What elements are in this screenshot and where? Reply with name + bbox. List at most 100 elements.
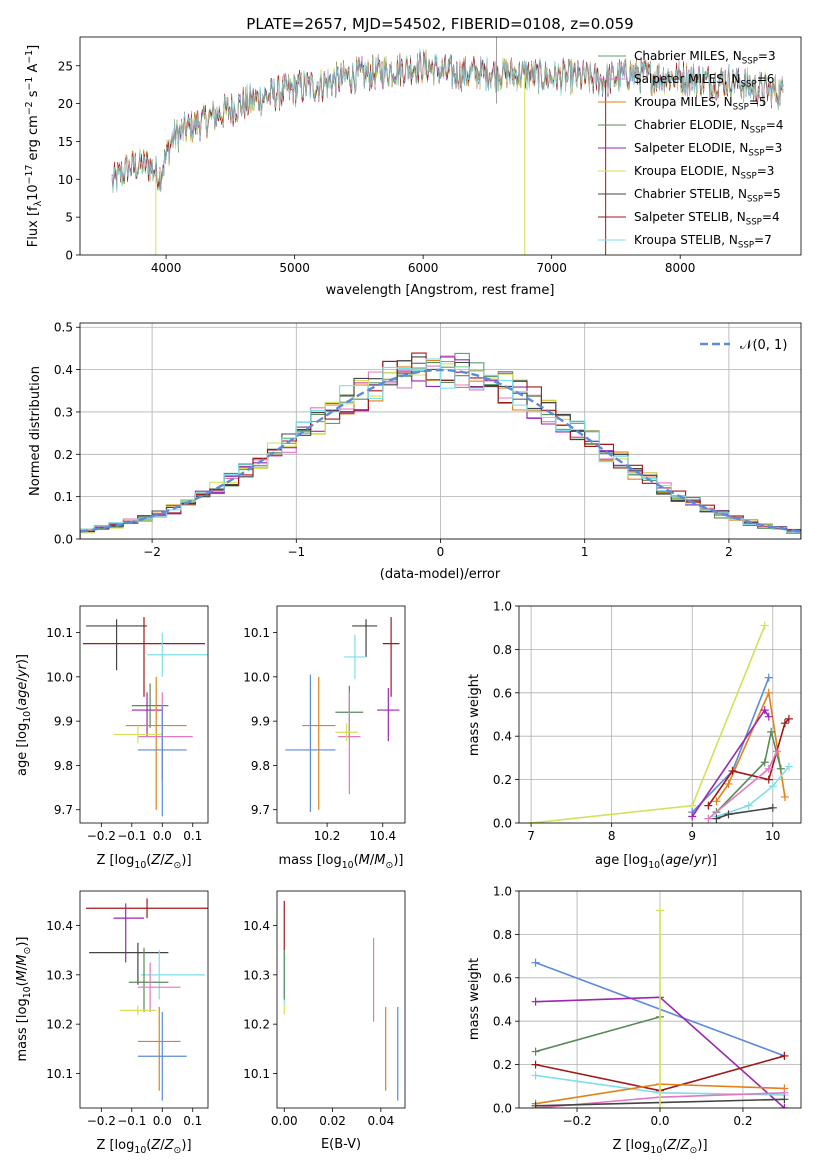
weight-marker [712, 814, 721, 823]
y-axis-label: age [log10(age/yr)] [15, 654, 33, 776]
y-tick-label: 9.7 [54, 803, 73, 817]
y-tick-label: 10.1 [46, 1067, 73, 1081]
y-tick-label: 10.2 [243, 1018, 270, 1032]
panel-mass_vs_EBV: 0.00 0.02 0.04 10.1 10.2 10.3 10.4 E(B-V) [243, 890, 406, 1152]
weight-marker [768, 782, 777, 791]
weight-marker [776, 764, 785, 773]
y-axis-label: mass weight [467, 958, 482, 1040]
x-tick-label: 0.0 [650, 1114, 669, 1128]
axes-frame [79, 890, 209, 1109]
y-tick-label: 0.2 [493, 1058, 512, 1072]
x-axis-label: E(B-V) [321, 1137, 361, 1152]
y-tick-label: 10.1 [243, 626, 270, 640]
weight-marker [764, 775, 773, 784]
axes-frame [518, 605, 802, 824]
axes-frame [276, 605, 406, 824]
x-tick-label: 10.4 [369, 829, 396, 843]
plot-area [111, 37, 784, 255]
y-tick-label: 0.0 [54, 533, 73, 547]
weight-marker [688, 812, 697, 821]
x-tick-label: −2 [143, 545, 161, 559]
legend-label: Chabrier MILES, NSSP=3 [634, 49, 776, 67]
y-tick-label: 0.6 [493, 971, 512, 985]
weight-marker [780, 1051, 789, 1060]
plots-layer: 4000 5000 6000 7000 80000510152025wavelength… [15, 36, 802, 1156]
y-tick-label: 0.4 [493, 730, 512, 744]
legend-label: Kroupa ELODIE, NSSP=3 [634, 164, 774, 182]
y-tick-label: 9.9 [54, 715, 73, 729]
plot-area [86, 898, 208, 1101]
y-tick-label: 1.0 [493, 600, 512, 614]
legend-label: Salpeter ELODIE, NSSP=3 [634, 141, 782, 159]
legend-label: Kroupa MILES, NSSP=5 [634, 95, 767, 113]
y-tick-label: 10.4 [243, 919, 270, 933]
weight-marker [784, 762, 793, 771]
y-tick-label: 9.8 [54, 759, 73, 773]
weight-marker [531, 997, 540, 1006]
y-tick-label: 0.8 [493, 928, 512, 942]
x-axis-label: mass [log10(M/M⊙)] [279, 853, 404, 871]
axes-frame [276, 890, 406, 1109]
x-axis-label: Z [log10(Z/Z⊙)] [96, 853, 191, 871]
figure-title: PLATE=2657, MJD=54502, FIBERID=0108, z=0… [246, 15, 633, 33]
weight-marker [656, 1104, 664, 1108]
x-axis-label: Z [log10(Z/Z⊙)] [612, 1138, 707, 1156]
panel-residuals: −2 −1 0 1 2 0.0 0.1 0.2 0.3 0.4 0.5 (data-model)/er… [28, 321, 802, 582]
weight-line [715, 731, 782, 813]
x-tick-label: 10 [765, 829, 780, 843]
weight-marker [767, 727, 776, 736]
y-tick-label: 10.1 [46, 626, 73, 640]
panel-age_vs_Z: −0.2 −0.1 0.0 0.1 9.7 9.8 9.9 10.0 10.1 Z [log10(… [15, 605, 209, 871]
weight-marker [531, 1071, 540, 1080]
weight-marker [704, 814, 713, 823]
weight-marker [724, 779, 733, 788]
histogram-step [80, 358, 801, 539]
x-tick-label: 0.04 [367, 1114, 394, 1128]
y-axis-label: mass weight [467, 674, 482, 756]
x-axis-label: wavelength [Angstrom, rest frame] [326, 283, 555, 298]
x-tick-label: 7 [527, 829, 535, 843]
x-tick-label: 0 [437, 545, 445, 559]
weight-marker [772, 747, 781, 756]
plot-area [527, 621, 793, 823]
plot-area [285, 617, 400, 812]
y-tick-label: 0.3 [54, 405, 73, 419]
spectrum-line [111, 48, 784, 193]
y-tick-label: 10.3 [243, 968, 270, 982]
panel-mass_weight_vs_Z: −0.2 0.0 0.2 0.0 0.2 0.4 0.6 0.8 1.0 Z [log10(Z/Z… [467, 885, 802, 1156]
gaussian-curve [80, 368, 801, 533]
y-tick-label: 10.2 [46, 1018, 73, 1032]
weight-marker [780, 1104, 789, 1108]
weight-marker [656, 906, 664, 915]
y-tick-label: 9.9 [251, 715, 270, 729]
y-tick-label: 0.1 [54, 490, 73, 504]
y-tick-label: 1.0 [493, 885, 512, 899]
x-tick-label: 0.2 [733, 1114, 752, 1128]
x-tick-label: 8000 [665, 261, 696, 275]
weight-line [535, 1016, 661, 1053]
x-tick-label: 5000 [279, 261, 310, 275]
y-tick-label: 0.0 [493, 1102, 512, 1116]
plot-area [283, 900, 399, 1101]
plot-area [83, 617, 208, 817]
weight-marker [744, 801, 753, 810]
weight-line [716, 766, 790, 818]
y-tick-label: 0.5 [54, 321, 73, 335]
x-axis-label: (data-model)/error [380, 567, 501, 582]
x-tick-label: 10.2 [314, 829, 341, 843]
weight-line [691, 677, 770, 813]
legend-label: 𝒩(0, 1) [740, 338, 787, 353]
y-tick-label: 10.4 [46, 919, 73, 933]
panel-age_vs_mass: 10.2 10.4 9.7 9.8 9.9 10.0 10.1 mass [log10(M/M… [243, 605, 406, 871]
y-tick-label: 0.8 [493, 643, 512, 657]
y-tick-label: 9.8 [251, 759, 270, 773]
weight-marker [531, 1101, 540, 1108]
weight-marker [760, 706, 769, 715]
weight-marker [704, 801, 713, 810]
y-tick-label: 0.6 [493, 686, 512, 700]
weight-marker [764, 673, 773, 682]
y-tick-label: 5 [65, 211, 73, 225]
y-tick-label: 10.1 [243, 1067, 270, 1081]
y-tick-label: 15 [58, 135, 73, 149]
